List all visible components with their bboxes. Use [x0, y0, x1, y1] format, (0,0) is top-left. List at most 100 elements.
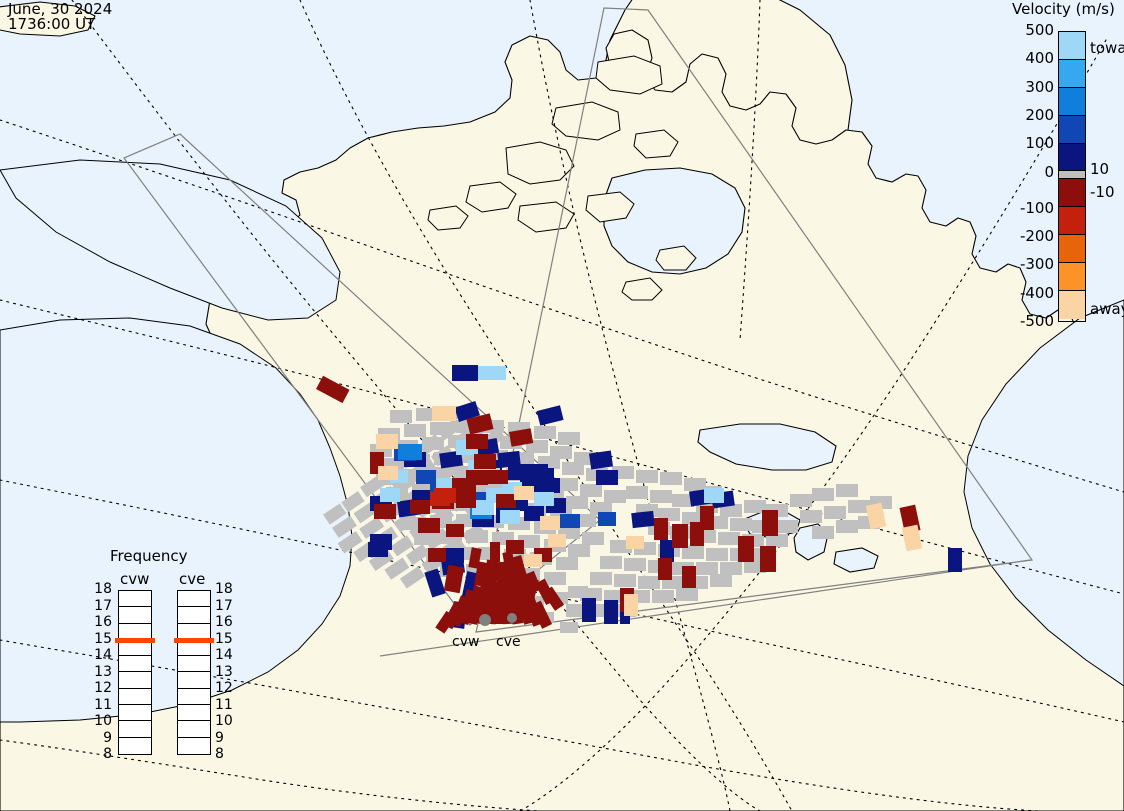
frequency-bar-cell [178, 705, 210, 722]
frequency-bar-cell [178, 656, 210, 673]
fov-cve [475, 7, 1034, 633]
colorbar-toward-label: toward [1090, 39, 1124, 57]
frequency-tick-label: 9 [215, 729, 224, 746]
hudson-bay-south [697, 423, 837, 471]
colorbar-title: Velocity (m/s) [1012, 0, 1115, 18]
lake-erie-ontario [833, 547, 879, 573]
frequency-tick-label: 13 [215, 663, 233, 680]
frequency-bar-cve [177, 590, 211, 755]
velocity-colorbar [1058, 31, 1086, 322]
hudson-bay [603, 167, 746, 275]
frequency-bar-cell [178, 721, 210, 738]
radar-site-markers [479, 613, 517, 626]
frequency-tick-label: 13 [94, 663, 112, 680]
radar-site-label-cvw: cvw [452, 634, 480, 650]
colorbar-segment [1059, 115, 1085, 144]
pacific-inlets [0, 159, 353, 723]
colorbar-segment [1059, 143, 1085, 172]
radar-fov-boundaries [123, 7, 1034, 657]
fov-far-edge [379, 559, 1031, 657]
frequency-tick-label: 17 [215, 597, 233, 614]
timestamp-block: June, 30 2024 1736:00 UT [8, 0, 113, 34]
frequency-bar-cell [178, 640, 210, 657]
frequency-tick-label: 12 [215, 680, 233, 696]
colorbar-segment [1059, 179, 1085, 208]
gulf-of-alaska [0, 159, 341, 321]
colorbar-tick-label: -500 [1019, 312, 1054, 330]
inland-water [603, 167, 879, 573]
velocity-cells-red-orange [430, 488, 456, 506]
colorbar-tick-label: -200 [1019, 227, 1054, 246]
frequency-tick-label: 11 [94, 696, 112, 713]
frequency-tick-label: 15 [215, 630, 233, 647]
frequency-bar-cell [119, 705, 151, 722]
frequency-tick-label: 11 [215, 696, 233, 713]
frequency-bar-cell [119, 591, 151, 608]
colorbar-tick-label: 200 [1025, 105, 1054, 124]
frequency-tick-label: 17 [94, 597, 112, 614]
colorbar-segment [1059, 291, 1085, 319]
radar-site-dot-cvw [479, 614, 491, 626]
frequency-tick-label: 10 [94, 713, 112, 729]
frequency-bar-cell [119, 721, 151, 738]
colorbar-tick-label: -400 [1019, 283, 1054, 302]
colorbar-segment [1059, 263, 1085, 292]
velocity-cells-pale-orange [376, 406, 923, 616]
frequency-bar-cell [178, 591, 210, 608]
frequency-bar-header-cvw: cvw [120, 570, 150, 588]
colorbar-tick-label: 500 [1025, 21, 1054, 39]
frequency-tick-label: 16 [94, 614, 112, 630]
frequency-tick-label: 18 [215, 581, 233, 597]
frequency-bar-cell [119, 689, 151, 706]
frequency-tick-label: 18 [94, 581, 112, 597]
frequency-tick-label: 9 [103, 729, 112, 746]
colorbar-segment [1059, 235, 1085, 264]
colorbar-inner-lower-label: -10 [1090, 183, 1115, 201]
frequency-tick-label: 8 [215, 746, 224, 762]
frequency-bar-cell [119, 607, 151, 624]
frequency-bar-cell [178, 738, 210, 754]
frequency-tick-label: 16 [215, 614, 233, 630]
frequency-tick-label: 8 [103, 746, 112, 762]
frequency-bar-cell [119, 656, 151, 673]
colorbar-segment [1059, 171, 1085, 180]
frequency-marker-cvw [115, 637, 155, 643]
timestamp-time: 1736:00 UT [8, 15, 96, 34]
colorbar-segment [1059, 32, 1085, 60]
frequency-bar-cell [178, 689, 210, 706]
colorbar-tick-label: -100 [1019, 198, 1054, 217]
frequency-tick-label: 10 [215, 713, 233, 729]
colorbar-tick-label: 300 [1025, 77, 1054, 96]
frequency-tick-label: 15 [94, 630, 112, 647]
radar-site-dot-cve [507, 613, 517, 623]
frequency-bar-cell [119, 672, 151, 689]
iceland [0, 1, 96, 37]
frequency-tick-label: 12 [94, 680, 112, 696]
colorbar-tick-label: 400 [1025, 49, 1054, 68]
atlantic [963, 299, 1124, 687]
colorbar-inner-upper-label: 10 [1090, 160, 1110, 178]
frequency-bar-cvw [118, 590, 152, 755]
colorbar-tick-label: 100 [1025, 134, 1054, 153]
frequency-bar-cell [119, 738, 151, 754]
timestamp-date: June, 30 2024 [8, 0, 113, 18]
atlantic-ocean [963, 299, 1124, 687]
frequency-bar-header-cve: cve [179, 570, 206, 588]
colorbar-segment [1059, 87, 1085, 116]
fov-cvw [123, 133, 601, 626]
frequency-bar-cell [178, 672, 210, 689]
colorbar-tick-label: 0 [1044, 162, 1054, 181]
radar-site-label-cve: cve [496, 634, 521, 650]
colorbar-segment [1059, 59, 1085, 88]
frequency-tick-label: 14 [94, 647, 112, 663]
frequency-bar-cell [119, 640, 151, 657]
colorbar-away-label: away [1090, 300, 1124, 318]
frequency-bar-cell [178, 607, 210, 624]
frequency-tick-label: 14 [215, 647, 233, 663]
frequency-marker-cve [174, 637, 214, 643]
arctic-islands [427, 55, 697, 301]
colorbar-tick-label: -300 [1019, 255, 1054, 274]
